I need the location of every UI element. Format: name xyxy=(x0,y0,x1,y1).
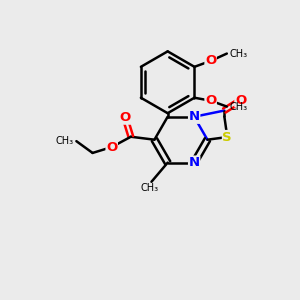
Text: CH₃: CH₃ xyxy=(229,49,247,58)
Text: S: S xyxy=(223,130,232,144)
Text: O: O xyxy=(119,111,130,124)
Text: O: O xyxy=(205,54,216,68)
Text: N: N xyxy=(189,156,200,169)
Text: O: O xyxy=(106,141,117,154)
Text: CH₃: CH₃ xyxy=(141,183,159,193)
Text: CH₃: CH₃ xyxy=(56,136,74,146)
Text: O: O xyxy=(235,94,246,107)
Text: CH₃: CH₃ xyxy=(229,102,247,112)
Text: O: O xyxy=(205,94,216,107)
Text: N: N xyxy=(189,110,200,123)
